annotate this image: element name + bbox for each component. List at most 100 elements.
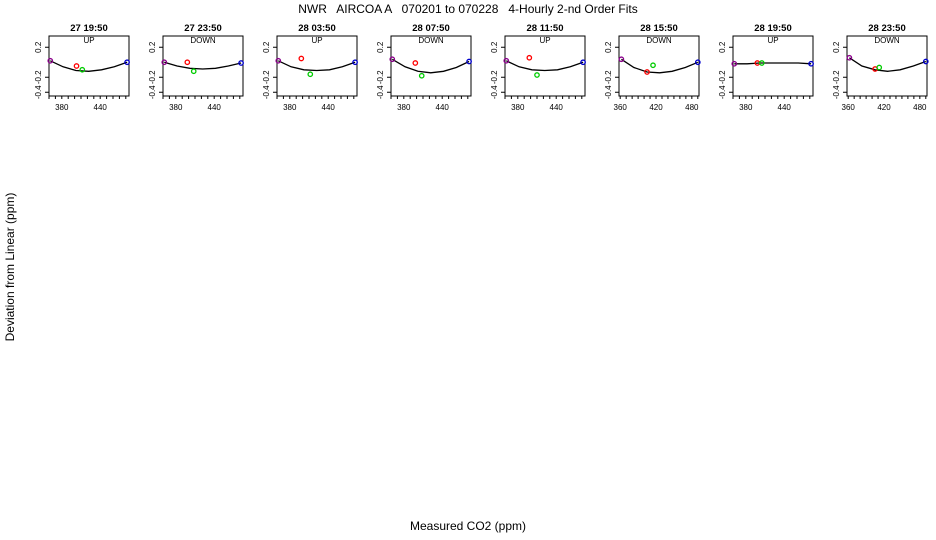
panel-title: 28 03:50: [298, 23, 336, 34]
x-tick-label: 480: [913, 103, 927, 112]
y-tick-label: -0.2: [604, 70, 613, 84]
y-tick-label: -0.2: [490, 70, 499, 84]
x-tick-label: 440: [322, 103, 336, 112]
y-tick-label: -0.2: [832, 70, 841, 84]
x-tick-label: 440: [94, 103, 108, 112]
data-point: [503, 57, 510, 64]
panel-subtitle: UP: [311, 36, 322, 45]
data-point: [47, 57, 54, 64]
plot-frame: [732, 35, 814, 97]
data-point: [389, 56, 396, 63]
x-tick-label: 380: [283, 103, 297, 112]
plot-frame: [276, 35, 358, 97]
data-point: [161, 59, 168, 66]
y-tick-label: -0.4: [262, 85, 271, 99]
y-tick-label: -0.4: [148, 85, 157, 99]
plot-frame: [48, 35, 130, 97]
data-point: [846, 54, 853, 61]
y-axis-label: Deviation from Linear (ppm): [3, 192, 17, 342]
data-point: [418, 72, 425, 79]
fit-curve: [734, 62, 812, 65]
data-point: [412, 60, 419, 66]
fit-curve: [849, 57, 927, 72]
plot-frame: [504, 35, 586, 97]
y-tick-label: -0.4: [376, 85, 385, 99]
data-point: [731, 60, 738, 67]
data-point: [466, 58, 472, 65]
y-tick-label: -0.2: [262, 70, 271, 84]
x-tick-label: 420: [649, 103, 663, 112]
y-tick-label: 0.2: [262, 41, 271, 53]
panel-title: 28 23:50: [868, 23, 906, 34]
fit-curve: [391, 58, 470, 74]
panel-subtitle: UP: [539, 36, 550, 45]
y-tick-label: 0.2: [718, 41, 727, 53]
data-point: [618, 56, 625, 63]
data-point: [307, 71, 314, 78]
y-tick-label: -0.4: [490, 85, 499, 99]
x-tick-label: 380: [739, 103, 753, 112]
data-point: [190, 68, 197, 75]
panel-title: 28 19:50: [754, 23, 792, 34]
y-tick-label: 0.2: [604, 41, 613, 53]
panel-subtitle: UP: [83, 36, 94, 45]
fit-curve: [164, 61, 242, 70]
data-point: [808, 60, 814, 67]
data-point: [352, 59, 358, 66]
plot-frame: [846, 35, 928, 97]
panel-title: 28 11:50: [527, 23, 564, 34]
panel-subtitle: DOWN: [874, 36, 900, 45]
y-tick-label: -0.2: [34, 70, 43, 84]
panel-1: 27 19:50 UP 0.2 -0.2-0.4 380 440: [34, 23, 130, 112]
data-point: [534, 72, 540, 78]
y-tick-label: -0.4: [604, 85, 613, 99]
data-point: [526, 54, 533, 61]
x-tick-label: 380: [397, 103, 411, 112]
data-point: [650, 62, 656, 69]
panel-2: 27 23:50 DOWN 0.2 -0.2-0.4 380 440: [148, 23, 244, 112]
data-point: [73, 63, 80, 69]
data-point: [694, 59, 701, 66]
panel-subtitle: DOWN: [190, 36, 216, 45]
panel-5: 28 11:50 UP 0.2 -0.2-0.4 380 440: [490, 23, 586, 112]
fit-curve: [278, 60, 356, 72]
panel-subtitle: DOWN: [418, 36, 444, 45]
plot-frame: [618, 35, 700, 97]
y-tick-label: 0.2: [148, 41, 157, 53]
y-tick-label: 0.2: [34, 41, 43, 53]
fit-curve: [506, 60, 584, 72]
data-point: [580, 59, 586, 66]
panel-subtitle: DOWN: [646, 36, 672, 45]
y-tick-label: 0.2: [832, 41, 841, 53]
data-point: [124, 59, 130, 66]
panel-3: 28 03:50 UP 0.2 -0.2-0.4 380 440: [262, 23, 358, 112]
y-tick-label: -0.4: [34, 85, 43, 99]
fit-curve: [621, 58, 699, 74]
panel-title: 27 19:50: [70, 23, 108, 34]
figure-title: NWR AIRCOA A 070201 to 070228 4-Hourly 2…: [298, 2, 638, 16]
panel-title: 27 23:50: [184, 23, 222, 34]
panel-4: 28 07:50 DOWN 0.2 -0.2-0.4 380 440: [376, 23, 472, 112]
x-tick-label: 440: [436, 103, 450, 112]
x-tick-label: 440: [778, 103, 792, 112]
y-tick-label: 0.2: [376, 41, 385, 53]
data-point: [184, 59, 191, 66]
data-point: [876, 64, 883, 71]
x-tick-label: 440: [550, 103, 564, 112]
fit-curve: [50, 60, 128, 72]
x-tick-label: 380: [169, 103, 183, 112]
data-point: [758, 60, 765, 66]
panel-title: 28 07:50: [412, 23, 450, 34]
data-point: [79, 66, 86, 73]
panel-title: 28 15:50: [640, 23, 678, 34]
y-tick-label: -0.2: [718, 70, 727, 84]
y-tick-label: -0.2: [148, 70, 157, 84]
data-point: [644, 69, 650, 75]
data-point: [922, 58, 929, 65]
plot-frame: [162, 35, 244, 97]
x-tick-label: 360: [614, 103, 628, 112]
y-tick-label: -0.4: [832, 85, 841, 99]
x-tick-label: 480: [685, 103, 699, 112]
